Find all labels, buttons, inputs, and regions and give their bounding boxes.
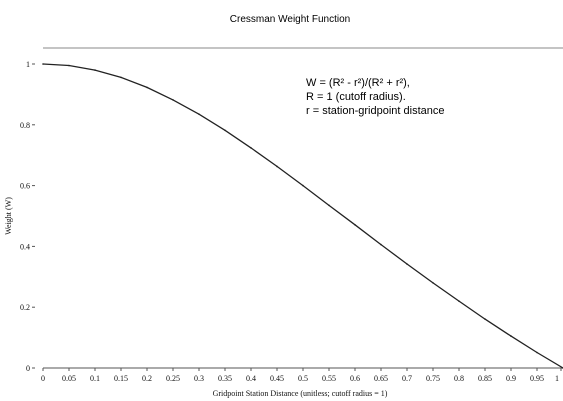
data-point bbox=[224, 129, 226, 132]
x-tick-label: 0.45 bbox=[270, 374, 284, 383]
x-tick-group: 0 0.05 0.1 0.15 0.2 0.25 0.3 0.35 0.4 0.45 0.5 0.55… bbox=[41, 368, 562, 383]
annotation-line: r = station-gridpoint distance bbox=[306, 105, 445, 117]
y-tick-label: 1 bbox=[26, 60, 30, 69]
data-point bbox=[68, 64, 70, 67]
y-tick-label: 0.8 bbox=[20, 121, 30, 130]
x-tick-label: 0.9 bbox=[506, 374, 516, 383]
x-tick-label: 1 bbox=[555, 374, 559, 383]
y-tick-label: 0.6 bbox=[20, 182, 30, 191]
x-tick-label: 0.65 bbox=[374, 374, 388, 383]
data-point bbox=[94, 69, 96, 71]
x-tick-label: 0.1 bbox=[90, 374, 100, 383]
formula-annotation: W = (R² - r²)/(R² + r²), R = 1 (cutoff ra… bbox=[306, 77, 445, 117]
x-tick-label: 0.75 bbox=[426, 374, 440, 383]
x-tick-label: 0 bbox=[41, 374, 45, 383]
data-point bbox=[406, 263, 408, 265]
data-point bbox=[250, 147, 252, 149]
data-point bbox=[172, 99, 174, 101]
chart-title: Cressman Weight Function bbox=[230, 14, 350, 25]
x-axis-label: Gridpoint Station Distance (unitless; cu… bbox=[213, 389, 388, 398]
data-point bbox=[302, 184, 304, 187]
x-tick-label: 0.95 bbox=[530, 374, 544, 383]
data-point bbox=[42, 63, 44, 65]
y-tick-group: 0 0.2 0.4 0.6 0.8 1 bbox=[20, 60, 35, 373]
x-tick-label: 0.35 bbox=[218, 374, 232, 383]
data-point bbox=[276, 165, 278, 168]
data-point bbox=[536, 351, 538, 354]
weight-curve-line bbox=[42, 63, 563, 369]
data-point bbox=[198, 113, 200, 115]
data-point bbox=[432, 282, 434, 284]
x-tick-label: 0.15 bbox=[114, 374, 128, 383]
x-tick-label: 0.5 bbox=[298, 374, 308, 383]
data-point bbox=[120, 76, 122, 79]
y-tick-label: 0.4 bbox=[20, 242, 30, 251]
annotation-line: R = 1 (cutoff radius). bbox=[306, 91, 406, 103]
data-point bbox=[328, 204, 330, 207]
x-tick-label: 0.7 bbox=[402, 374, 412, 383]
data-point-group bbox=[42, 63, 563, 369]
data-point bbox=[354, 224, 356, 226]
x-tick-label: 0.3 bbox=[194, 374, 204, 383]
y-tick-label: 0.2 bbox=[20, 303, 30, 312]
y-tick-label: 0 bbox=[26, 364, 30, 373]
x-tick-label: 0.05 bbox=[62, 374, 76, 383]
x-tick-label: 0.25 bbox=[166, 374, 180, 383]
data-point bbox=[510, 335, 512, 337]
annotation-line: W = (R² - r²)/(R² + r²), bbox=[306, 77, 410, 89]
x-tick-label: 0.6 bbox=[350, 374, 360, 383]
x-tick-label: 0.85 bbox=[478, 374, 492, 383]
x-tick-label: 0.8 bbox=[454, 374, 464, 383]
y-axis-label: Weight (W) bbox=[4, 197, 13, 235]
data-point bbox=[380, 243, 382, 246]
data-point bbox=[146, 86, 148, 89]
x-tick-label: 0.4 bbox=[246, 374, 256, 383]
data-point bbox=[458, 300, 460, 302]
x-tick-label: 0.55 bbox=[322, 374, 336, 383]
x-tick-label: 0.2 bbox=[142, 374, 152, 383]
data-point bbox=[484, 318, 486, 320]
